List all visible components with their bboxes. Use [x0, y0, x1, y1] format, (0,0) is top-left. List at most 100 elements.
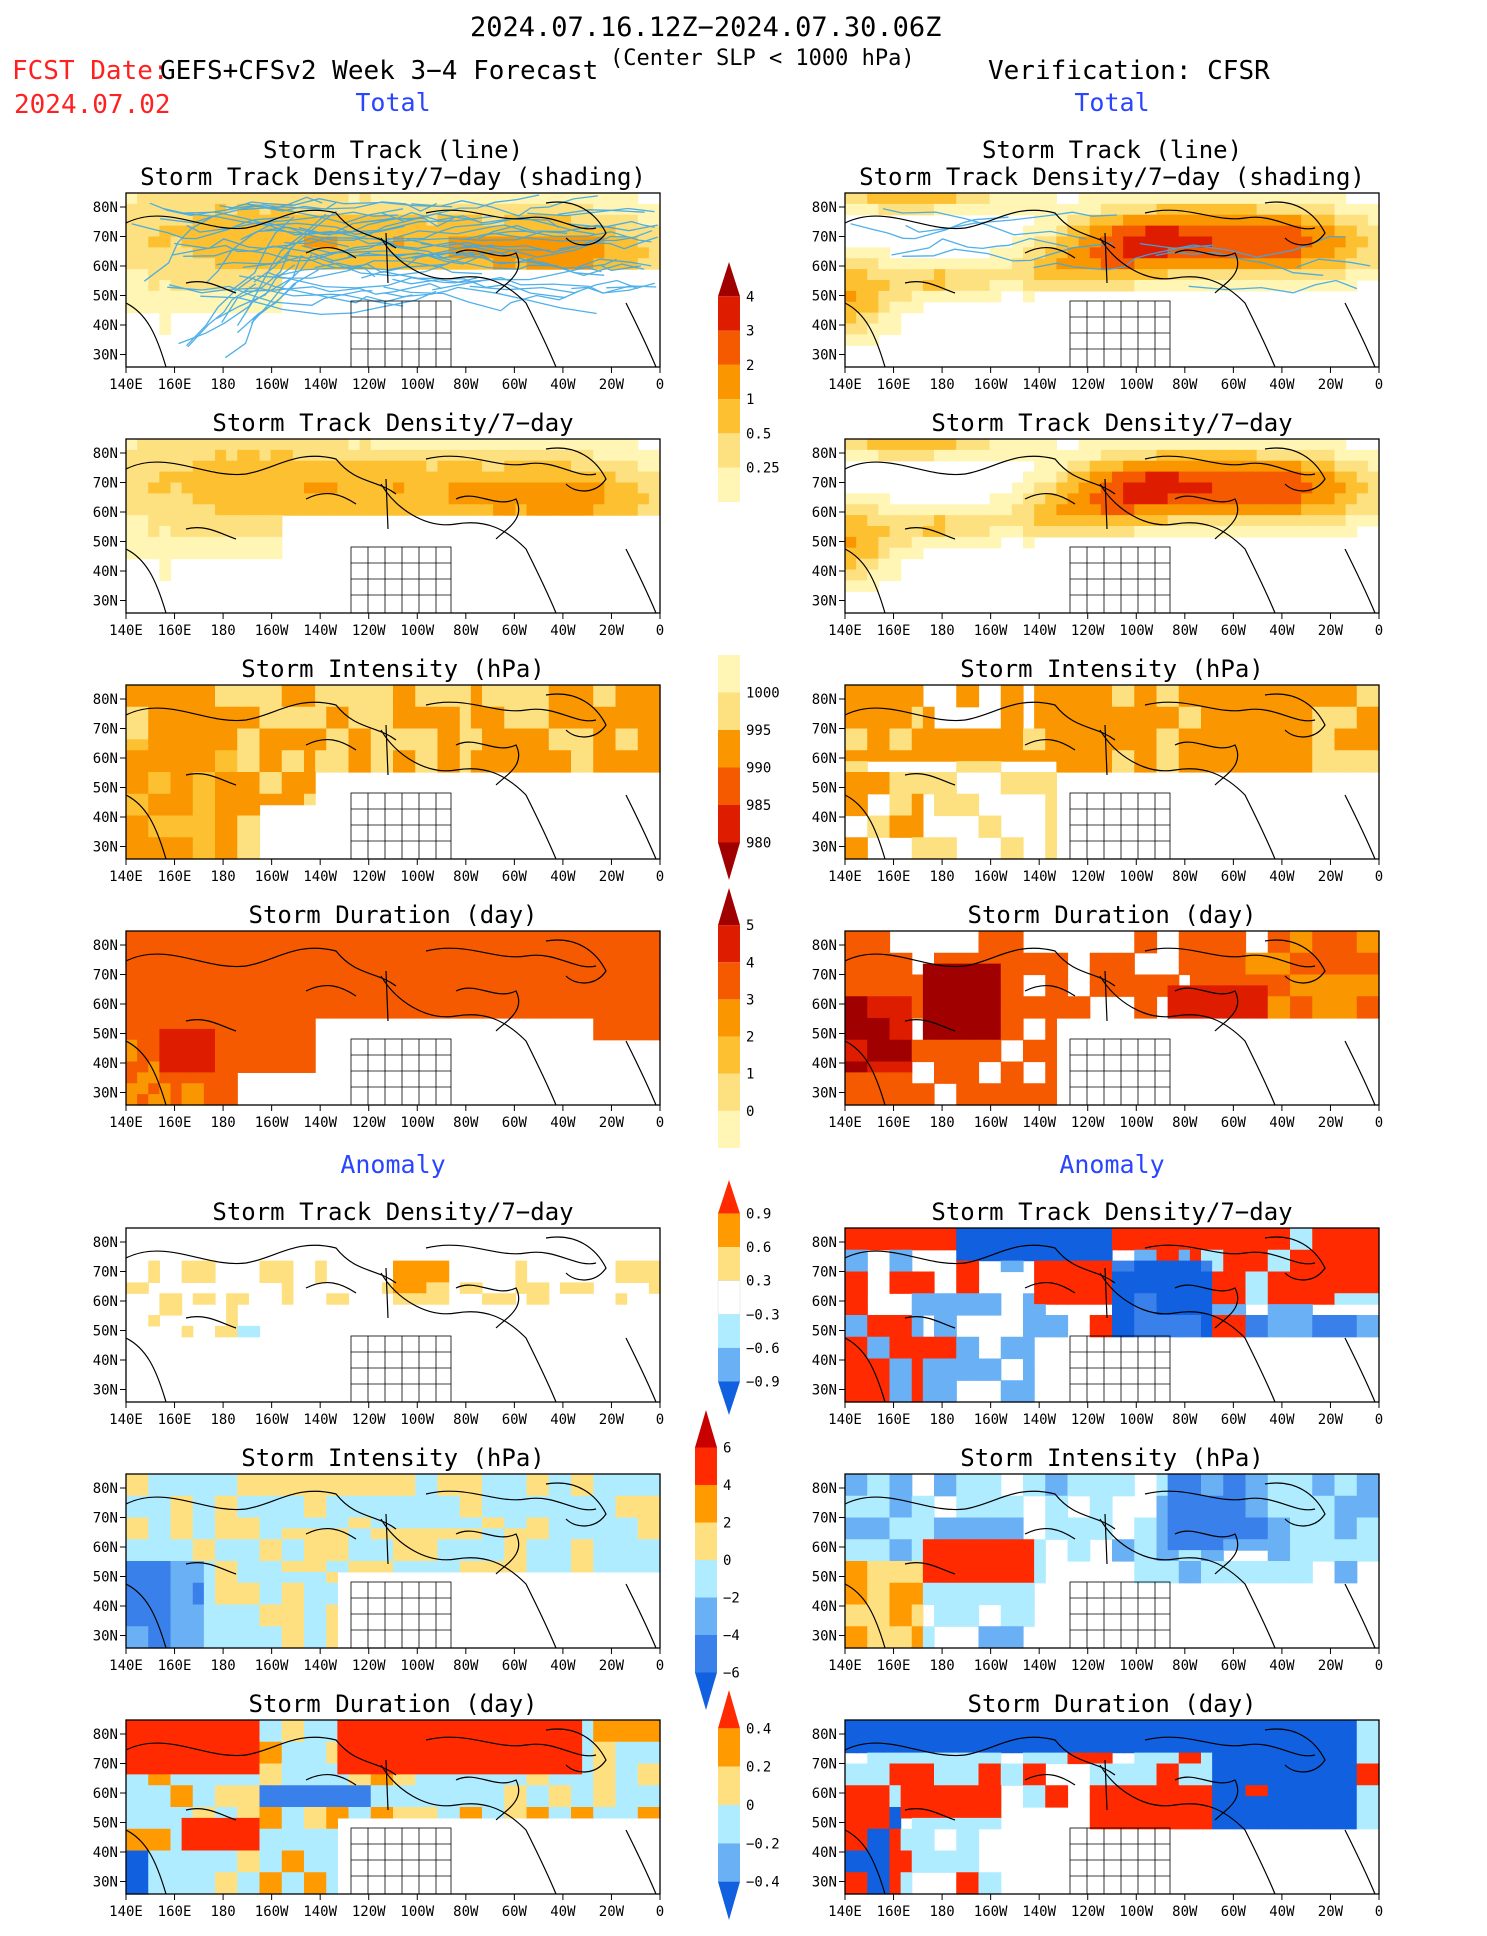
lat-label: 60N — [93, 1540, 118, 1556]
lat-label: 30N — [93, 348, 118, 364]
panel-svg-fc-track: Storm Track (line)Storm Track Density/7−… — [50, 131, 674, 405]
panel-title: Storm Track Density/7−day — [212, 1198, 573, 1226]
colorbar-label: 5 — [746, 918, 754, 934]
lon-label: 140W — [1022, 1904, 1056, 1920]
panel-title: Storm Intensity (hPa) — [960, 655, 1263, 683]
lat-label: 70N — [812, 476, 837, 492]
lon-label: 0 — [1375, 1904, 1383, 1920]
lat-label: 40N — [93, 1353, 118, 1369]
lat-label: 50N — [812, 1816, 837, 1832]
map-shading — [126, 439, 661, 581]
colorbar-label: −0.9 — [746, 1374, 780, 1390]
lon-label: 180 — [929, 1115, 954, 1131]
lon-label: 160W — [974, 1904, 1008, 1920]
lat-label: 50N — [93, 1570, 118, 1586]
lat-label: 40N — [93, 1845, 118, 1861]
panel-svg-obs-track: Storm Track (line)Storm Track Density/7−… — [769, 131, 1393, 405]
lat-label: 60N — [93, 505, 118, 521]
model-title: GEFS+CFSv2 Week 3−4 Forecast — [160, 56, 598, 86]
lat-label: 40N — [812, 1845, 837, 1861]
lat-label: 70N — [93, 476, 118, 492]
criterion-label: (Center SLP < 1000 hPa) — [610, 46, 915, 71]
panel-svg-fc-duration-anom: Storm Duration (day)80N70N60N50N40N30N14… — [50, 1658, 674, 1932]
lon-label: 160W — [974, 1115, 1008, 1131]
colorbar-segment — [718, 693, 740, 731]
lat-label: 40N — [812, 1056, 837, 1072]
panel-title: Storm Duration (day) — [249, 901, 538, 929]
colorbar-segment — [718, 1728, 740, 1766]
lat-label: 40N — [93, 1056, 118, 1072]
colorbar-segment — [718, 1690, 740, 1728]
colorbar-segment — [718, 1348, 740, 1382]
lon-label: 140E — [109, 1904, 143, 1920]
lat-label: 70N — [812, 722, 837, 738]
state-borders — [1070, 1582, 1170, 1648]
lon-label: 120W — [1071, 1115, 1105, 1131]
panel-svg-obs-intensity-anom: Storm Intensity (hPa)80N70N60N50N40N30N1… — [769, 1412, 1393, 1686]
colorbar-segment — [695, 1673, 717, 1711]
state-borders — [351, 1039, 451, 1105]
lon-label: 40W — [1269, 1115, 1295, 1131]
colorbar-label: 0.9 — [746, 1207, 771, 1223]
lon-label: 160E — [877, 1115, 911, 1131]
lon-label: 60W — [502, 1115, 528, 1131]
lat-label: 60N — [93, 751, 118, 767]
panel-svg-obs-intensity: Storm Intensity (hPa)80N70N60N50N40N30N1… — [769, 623, 1393, 897]
colorbar-label: 0.25 — [746, 461, 780, 477]
lat-label: 60N — [812, 1540, 837, 1556]
lat-label: 60N — [812, 1294, 837, 1310]
lat-label: 60N — [93, 997, 118, 1013]
lon-label: 0 — [656, 1115, 664, 1131]
lat-label: 60N — [93, 1786, 118, 1802]
colorbar-segment — [718, 1805, 740, 1843]
colorbar-segment — [695, 1485, 717, 1523]
colorbar-segment — [695, 1598, 717, 1636]
colorbar-label: 985 — [746, 798, 771, 814]
colorbar-segment — [718, 433, 740, 467]
lat-label: 80N — [93, 446, 118, 462]
colorbar-label: 1 — [746, 392, 754, 408]
colorbar-label: −0.3 — [746, 1307, 780, 1323]
lat-label: 80N — [93, 1727, 118, 1743]
colorbar-segment — [718, 1281, 740, 1315]
lat-label: 30N — [93, 840, 118, 856]
lon-label: 140E — [828, 1115, 862, 1131]
lat-label: 60N — [812, 751, 837, 767]
lat-label: 30N — [812, 1629, 837, 1645]
lat-label: 80N — [812, 1727, 837, 1743]
lat-label: 80N — [93, 938, 118, 954]
lat-label: 50N — [812, 1324, 837, 1340]
colorbar-label: 4 — [746, 289, 754, 305]
lat-label: 40N — [93, 810, 118, 826]
map-shading — [845, 685, 1380, 860]
lat-label: 40N — [93, 1599, 118, 1615]
lat-label: 30N — [812, 1383, 837, 1399]
colorbar-label: 0.4 — [746, 1721, 771, 1737]
lat-label: 70N — [93, 722, 118, 738]
lat-label: 40N — [812, 1353, 837, 1369]
lon-label: 160E — [158, 1115, 192, 1131]
panel-svg-obs-density: Storm Track Density/7−day80N70N60N50N40N… — [769, 377, 1393, 651]
lat-label: 80N — [812, 692, 837, 708]
lon-label: 120W — [1071, 1904, 1105, 1920]
lat-label: 80N — [812, 200, 837, 216]
colorbar-label: −0.4 — [746, 1875, 780, 1891]
colorbar-label: 0 — [723, 1553, 731, 1569]
lat-label: 50N — [93, 1816, 118, 1832]
colorbar-segment — [718, 1247, 740, 1281]
state-borders — [1070, 1039, 1170, 1105]
colorbar-segment — [718, 730, 740, 768]
colorbar-segment — [718, 768, 740, 806]
panel-svg-fc-intensity: Storm Intensity (hPa)80N70N60N50N40N30N1… — [50, 623, 674, 897]
colorbar-label: 6 — [723, 1441, 731, 1457]
colorbar-segment — [718, 1180, 740, 1214]
lat-label: 40N — [93, 318, 118, 334]
lon-label: 100W — [400, 1115, 434, 1131]
colorbar-label: 1000 — [746, 686, 780, 702]
colorbar-label: 995 — [746, 723, 771, 739]
lat-label: 70N — [812, 1757, 837, 1773]
